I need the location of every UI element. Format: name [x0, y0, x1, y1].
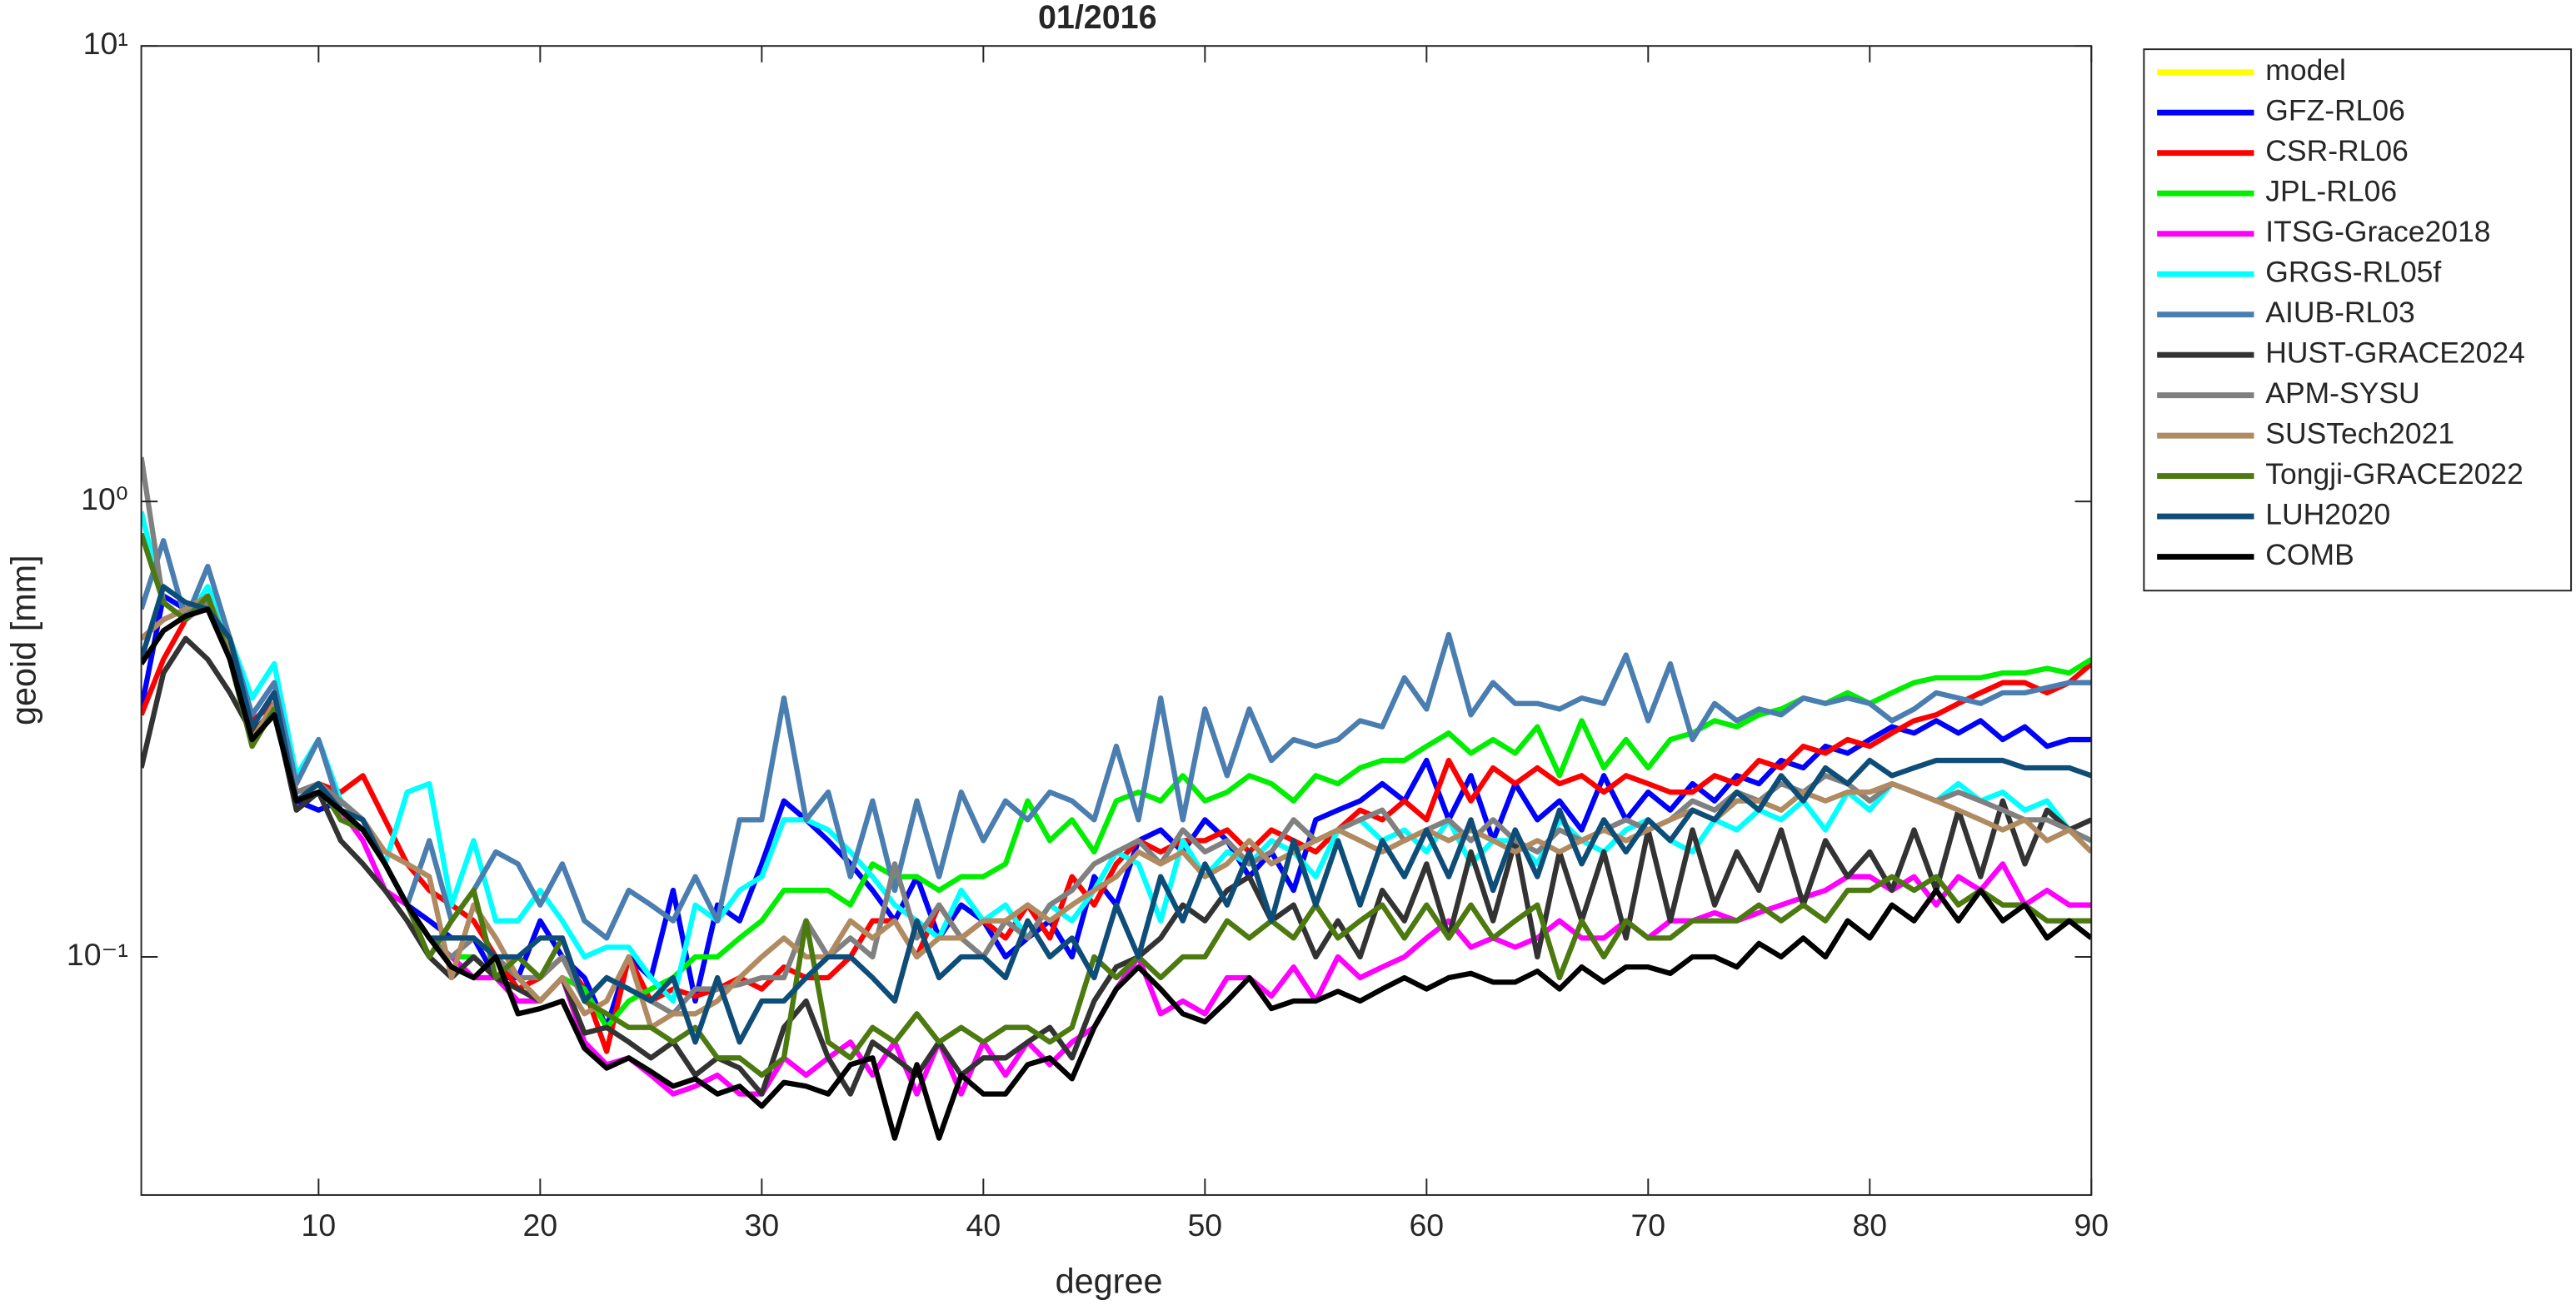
legend-label: AIUB-RL03 — [2265, 296, 2414, 329]
legend-label: model — [2265, 53, 2346, 87]
series-line — [141, 532, 2092, 1078]
y-tick-label: 10⁰ — [81, 481, 128, 516]
plot-frame — [140, 45, 2093, 1196]
y-tick-label: 10⁻¹ — [67, 937, 128, 972]
legend-label: SUSTech2021 — [2265, 417, 2454, 451]
x-tick-label: 70 — [1630, 1208, 1665, 1243]
x-tick-label: 40 — [966, 1208, 1001, 1243]
y-tick-label: 10¹ — [83, 26, 128, 61]
legend-label: ITSG-Grace2018 — [2265, 215, 2490, 248]
legend-label: GRGS-RL05f — [2265, 256, 2441, 289]
legend-label: HUST-GRACE2024 — [2265, 336, 2525, 370]
x-tick-label: 90 — [2074, 1208, 2109, 1243]
y-axis-label: geoid [mm] — [4, 555, 42, 725]
legend-label: LUH2020 — [2265, 497, 2390, 530]
series-line — [141, 635, 2092, 1097]
legend-box — [2143, 48, 2573, 592]
chart-title: 01/2016 — [1038, 0, 1157, 36]
series-line — [141, 593, 2092, 1030]
legend-label: CSR-RL06 — [2265, 134, 2409, 167]
legend-label: Tongji-GRACE2022 — [2265, 457, 2524, 491]
legend-label: GFZ-RL06 — [2265, 94, 2405, 127]
legend-label: APM-SYSU — [2265, 376, 2419, 410]
series-line — [141, 584, 2092, 1045]
x-tick-label: 80 — [1852, 1208, 1887, 1243]
x-tick-label: 30 — [745, 1208, 780, 1243]
x-tick-label: 60 — [1409, 1208, 1444, 1243]
x-tick-label: 50 — [1187, 1208, 1222, 1243]
series-line — [141, 606, 2092, 1141]
x-tick-label: 20 — [523, 1208, 558, 1243]
legend-label: JPL-RL06 — [2265, 175, 2397, 208]
legend-label: COMB — [2265, 538, 2354, 571]
x-tick-label: 10 — [302, 1208, 337, 1243]
series-line — [141, 600, 2092, 1054]
x-axis-label: degree — [1056, 1262, 1163, 1300]
